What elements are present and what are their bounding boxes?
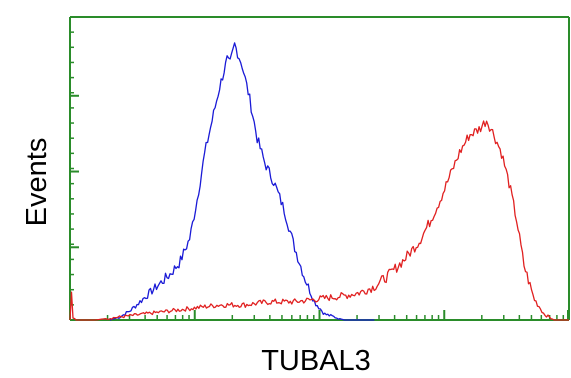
y-axis-label: Events	[21, 138, 53, 227]
axis-ticks	[69, 16, 569, 321]
plot-frame	[69, 16, 570, 321]
x-axis-label: TUBAL3	[261, 345, 371, 377]
series-layer	[69, 42, 569, 321]
series-line-1	[109, 42, 375, 321]
series-line-2	[69, 120, 569, 321]
